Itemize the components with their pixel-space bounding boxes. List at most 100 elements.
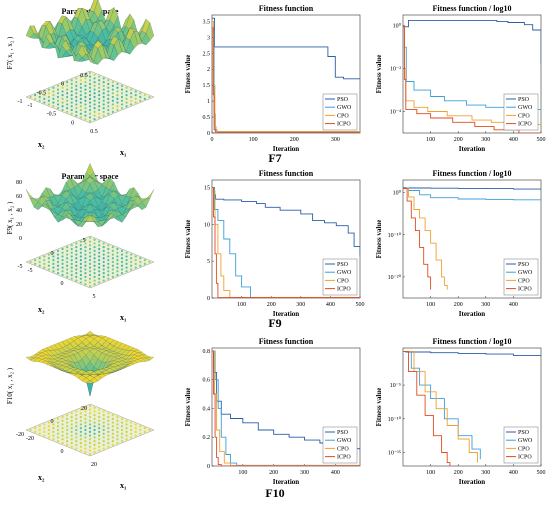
contour-dot — [61, 419, 64, 422]
contour-dot — [79, 259, 82, 262]
contour-dot — [79, 244, 82, 247]
contour-dot — [148, 95, 151, 99]
contour-dot — [38, 432, 41, 435]
contour-dot — [93, 440, 96, 443]
contour-dot — [70, 108, 73, 112]
contour-dot — [61, 430, 64, 433]
contour-dot — [120, 99, 124, 102]
contour-dot — [143, 259, 146, 262]
y-tick-label: 0.4 — [203, 406, 211, 412]
contour-dot — [102, 249, 105, 252]
contour-dot — [43, 427, 46, 430]
series-lines — [212, 350, 360, 466]
contour-dot — [70, 434, 73, 437]
y-tick-label: 1.5 — [203, 83, 211, 89]
function-label: F7 — [268, 151, 281, 165]
contour-dot — [88, 445, 92, 448]
contour-dot — [66, 253, 69, 256]
contour-dot — [130, 92, 133, 95]
contour-dot — [47, 260, 50, 264]
contour-dot — [111, 272, 114, 275]
contour-dot — [93, 428, 96, 432]
contour-dot — [66, 264, 69, 267]
contour-dot — [88, 449, 92, 452]
contour-dot — [107, 273, 110, 277]
contour-dot — [75, 279, 78, 282]
contour-dot — [79, 419, 82, 422]
x-tick-label: 100 — [426, 470, 435, 476]
contour-dot — [88, 79, 92, 82]
y-tick-label: -20 — [16, 432, 24, 438]
contour-dot — [75, 436, 78, 439]
contour-dot — [125, 90, 128, 93]
legend-label: CPO — [337, 113, 349, 119]
contour-dot — [84, 110, 87, 113]
series-line-gwo — [212, 350, 360, 466]
contour-dot — [102, 436, 105, 439]
contour-dot — [34, 262, 37, 265]
contour-dot — [107, 247, 110, 251]
contour-dot — [38, 428, 41, 432]
contour-dot — [107, 105, 110, 108]
contour-dot — [70, 247, 73, 251]
contour-dot — [75, 253, 78, 256]
contour-dot — [102, 428, 105, 432]
contour-dot — [70, 86, 73, 89]
series-line-icpo — [212, 27, 360, 133]
contour-dot — [93, 242, 96, 245]
series-line-icpo — [403, 25, 541, 133]
contour-dot — [125, 270, 128, 273]
contour-dot — [66, 440, 69, 443]
legend-label: PSO — [518, 262, 530, 268]
contour-dot — [84, 436, 87, 439]
x-tick-label: 300 — [300, 470, 309, 476]
y-tick-label: 5 — [207, 259, 210, 265]
contour-dot — [66, 268, 69, 271]
contour-dot — [70, 79, 73, 82]
contour-dot — [130, 432, 133, 435]
series-line-gwo — [403, 25, 541, 110]
contour-dot — [102, 440, 105, 443]
contour-dot — [56, 253, 60, 256]
contour-dot — [130, 436, 133, 439]
contour-dot — [111, 264, 114, 267]
y-tick-label: 0 — [61, 82, 64, 88]
contour-dot — [88, 75, 92, 78]
y-tick-label: 1 — [207, 99, 210, 105]
contour-dot — [125, 438, 128, 441]
contour-dot — [134, 266, 137, 269]
contour-dot — [47, 425, 50, 428]
contour-dot — [143, 97, 146, 100]
contour-dot — [47, 421, 50, 424]
contour-dot — [47, 95, 50, 99]
contour-dot — [116, 266, 119, 269]
y-axis-label: Fitness value — [375, 388, 383, 427]
contour-dot — [52, 262, 55, 265]
contour-dot — [107, 82, 110, 86]
contour-dot — [107, 445, 110, 448]
contour-dot — [120, 272, 124, 275]
contour-dot — [66, 425, 69, 428]
contour-dot — [88, 270, 92, 273]
contour-dot — [79, 97, 82, 100]
contour-dot — [56, 421, 60, 424]
contour-dot — [79, 94, 82, 97]
contour-dot — [61, 97, 64, 100]
contour-dot — [84, 257, 87, 260]
x-tick-label: 400 — [509, 470, 518, 476]
floor-plane — [25, 403, 155, 457]
contour-dot — [79, 105, 82, 108]
contour-dot — [93, 253, 96, 256]
contour-dot — [52, 259, 55, 262]
contour-dot — [75, 447, 78, 450]
contour-dot — [130, 88, 133, 91]
contour-dot — [56, 272, 60, 275]
contour-dot — [34, 259, 37, 262]
x-tick-label: 300 — [296, 302, 305, 308]
contour-dot — [102, 410, 105, 413]
contour-dot — [84, 249, 87, 252]
contour-dot — [111, 428, 114, 432]
contour-dot — [79, 412, 82, 415]
contour-dot — [43, 259, 46, 262]
